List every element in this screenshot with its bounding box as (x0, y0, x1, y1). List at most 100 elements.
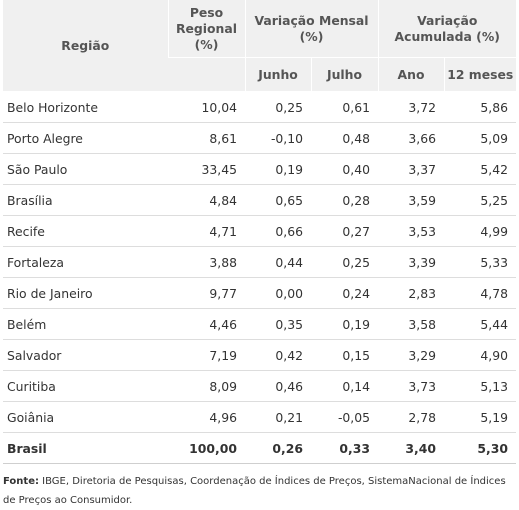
cell-junho: 0,19 (245, 153, 311, 185)
cell-peso: 4,96 (168, 401, 245, 433)
cell-julho: 0,24 (311, 277, 378, 309)
source-label: Fonte: (3, 476, 39, 487)
cell-regiao: Rio de Janeiro (3, 277, 168, 309)
cell-meses12: 5,33 (444, 246, 516, 278)
cell-meses12: 5,13 (444, 370, 516, 402)
cell-julho: 0,27 (311, 215, 378, 247)
cell-ano: 2,83 (378, 277, 444, 309)
cell-peso: 100,00 (168, 432, 245, 464)
cell-meses12: 5,86 (444, 91, 516, 123)
cell-ano: 3,66 (378, 122, 444, 154)
cell-junho: -0,10 (245, 122, 311, 154)
header-ano: Ano (377, 57, 444, 92)
cell-regiao: Fortaleza (3, 246, 168, 278)
cell-regiao: São Paulo (3, 153, 168, 185)
cell-julho: 0,33 (311, 432, 378, 464)
cell-julho: 0,40 (311, 153, 378, 185)
table-row: Belém 4,46 0,35 0,19 3,58 5,44 (3, 308, 516, 340)
cell-peso: 7,19 (168, 339, 245, 371)
cell-peso: 4,46 (168, 308, 245, 340)
data-table: Região Peso Regional (%) Variação Mensal… (3, 0, 516, 464)
cell-meses12: 5,09 (444, 122, 516, 154)
cell-regiao: Belém (3, 308, 168, 340)
cell-peso: 8,09 (168, 370, 245, 402)
cell-junho: 0,66 (245, 215, 311, 247)
table-row: Curitiba 8,09 0,46 0,14 3,73 5,13 (3, 370, 516, 402)
table-row: Belo Horizonte 10,04 0,25 0,61 3,72 5,86 (3, 91, 516, 123)
cell-ano: 3,59 (378, 184, 444, 216)
cell-meses12: 5,19 (444, 401, 516, 433)
table-row: Porto Alegre 8,61 -0,10 0,48 3,66 5,09 (3, 122, 516, 154)
cell-meses12: 5,30 (444, 432, 516, 464)
cell-ano: 3,53 (378, 215, 444, 247)
cell-junho: 0,44 (245, 246, 311, 278)
cell-peso: 3,88 (168, 246, 245, 278)
cell-meses12: 5,42 (444, 153, 516, 185)
header-julho: Julho (310, 57, 378, 92)
cell-ano: 2,78 (378, 401, 444, 433)
cell-junho: 0,25 (245, 91, 311, 123)
header-regiao: Região (3, 0, 168, 92)
cell-regiao: Belo Horizonte (3, 91, 168, 123)
header-row-sub: Junho Julho Ano 12 meses (3, 57, 516, 92)
header-variacao-acumulada: Variação Acumulada (%) (377, 0, 516, 58)
cell-junho: 0,21 (245, 401, 311, 433)
cell-meses12: 5,25 (444, 184, 516, 216)
cell-ano: 3,40 (378, 432, 444, 464)
cell-peso: 33,45 (168, 153, 245, 185)
cell-julho: 0,25 (311, 246, 378, 278)
cell-julho: -0,05 (311, 401, 378, 433)
cell-peso: 4,71 (168, 215, 245, 247)
cell-regiao: Recife (3, 215, 168, 247)
cell-ano: 3,39 (378, 246, 444, 278)
cell-julho: 0,48 (311, 122, 378, 154)
table-row: Salvador 7,19 0,42 0,15 3,29 4,90 (3, 339, 516, 371)
cell-junho: 0,35 (245, 308, 311, 340)
table-row: Fortaleza 3,88 0,44 0,25 3,39 5,33 (3, 246, 516, 278)
cell-regiao: Goiânia (3, 401, 168, 433)
cell-junho: 0,65 (245, 184, 311, 216)
cell-julho: 0,14 (311, 370, 378, 402)
cell-meses12: 4,99 (444, 215, 516, 247)
table-row: Recife 4,71 0,66 0,27 3,53 4,99 (3, 215, 516, 247)
cell-peso: 8,61 (168, 122, 245, 154)
cell-regiao: Brasília (3, 184, 168, 216)
cell-regiao: Brasil (3, 432, 168, 464)
source-text: IBGE, Diretoria de Pesquisas, Coordenaçã… (3, 476, 506, 506)
table-row: Brasília 4,84 0,65 0,28 3,59 5,25 (3, 184, 516, 216)
source-note: Fonte: IBGE, Diretoria de Pesquisas, Coo… (3, 472, 513, 510)
cell-julho: 0,28 (311, 184, 378, 216)
cell-julho: 0,19 (311, 308, 378, 340)
cell-ano: 3,58 (378, 308, 444, 340)
header-variacao-mensal: Variação Mensal (%) (244, 0, 378, 58)
cell-julho: 0,15 (311, 339, 378, 371)
cell-junho: 0,46 (245, 370, 311, 402)
header-row-top: Região Peso Regional (%) Variação Mensal… (3, 0, 516, 92)
cell-peso: 4,84 (168, 184, 245, 216)
cell-ano: 3,73 (378, 370, 444, 402)
table-body: Belo Horizonte 10,04 0,25 0,61 3,72 5,86 Porto… (3, 91, 516, 464)
cell-meses12: 4,90 (444, 339, 516, 371)
cell-meses12: 5,44 (444, 308, 516, 340)
cell-junho: 0,00 (245, 277, 311, 309)
cell-julho: 0,61 (311, 91, 378, 123)
header-peso: Peso Regional (%) (167, 0, 245, 58)
header-junho: Junho (244, 57, 311, 92)
cell-meses12: 4,78 (444, 277, 516, 309)
cell-ano: 3,72 (378, 91, 444, 123)
cell-junho: 0,26 (245, 432, 311, 464)
total-row: Brasil 100,00 0,26 0,33 3,40 5,30 (3, 432, 516, 464)
cell-peso: 9,77 (168, 277, 245, 309)
cell-junho: 0,42 (245, 339, 311, 371)
cell-peso: 10,04 (168, 91, 245, 123)
cell-regiao: Porto Alegre (3, 122, 168, 154)
cell-ano: 3,37 (378, 153, 444, 185)
cell-regiao: Curitiba (3, 370, 168, 402)
header-peso-spacer (168, 57, 245, 92)
cell-ano: 3,29 (378, 339, 444, 371)
table-row: São Paulo 33,45 0,19 0,40 3,37 5,42 (3, 153, 516, 185)
header-12-meses: 12 meses (443, 57, 516, 92)
cell-regiao: Salvador (3, 339, 168, 371)
table-row: Goiânia 4,96 0,21 -0,05 2,78 5,19 (3, 401, 516, 433)
